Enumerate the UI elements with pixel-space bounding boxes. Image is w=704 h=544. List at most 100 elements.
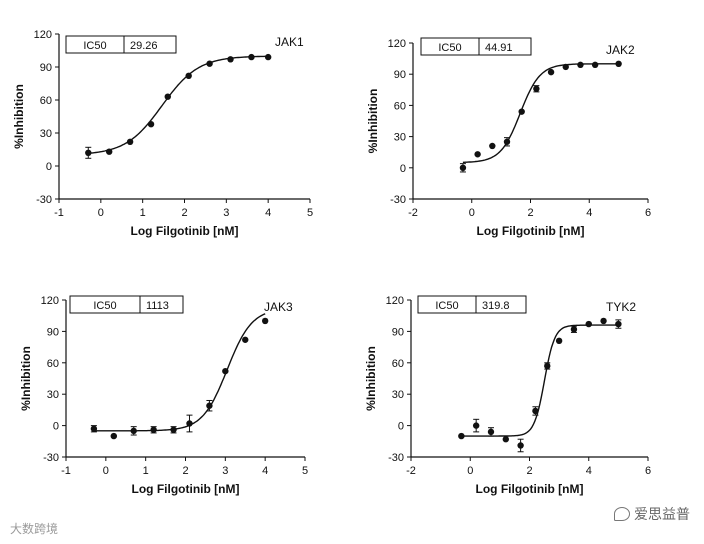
y-tick-label: 30	[40, 128, 52, 140]
y-tick-label: 0	[400, 163, 406, 175]
data-point	[186, 420, 193, 427]
panel-title: TYK2	[606, 300, 636, 314]
data-point	[206, 60, 213, 67]
fit-curve	[88, 55, 269, 154]
y-axis-title: %Inhibition	[364, 346, 378, 411]
panel-jak2: -30 0 30 60 90 120 -2 0 2 4 6 Log Filgotinib [nM] %I…	[366, 37, 651, 238]
x-tick-label: 3	[223, 207, 229, 219]
data-point	[577, 61, 584, 69]
watermark-left: 大数跨境	[10, 522, 59, 536]
y-tick-label: 0	[53, 421, 59, 433]
ic50-label: IC50	[435, 300, 458, 312]
x-tick-label: 2	[527, 207, 533, 219]
x-tick-label: 0	[467, 465, 473, 477]
x-tick-label: 4	[586, 465, 592, 477]
y-axis-title: %Inhibition	[366, 89, 380, 154]
data-point	[533, 85, 540, 92]
ic50-box	[420, 37, 532, 56]
y-tick-label: 120	[386, 295, 404, 307]
y-axis-title: %Inhibition	[19, 346, 33, 411]
data-point	[555, 337, 563, 345]
y-tick-label: 60	[47, 358, 59, 370]
y-tick-label: 90	[392, 326, 404, 338]
ic50-box	[417, 295, 527, 314]
x-tick-label: 5	[307, 207, 313, 219]
data-point	[489, 142, 496, 150]
data-point	[487, 428, 495, 436]
y-tick-label: 90	[394, 69, 406, 81]
y-tick-label: 0	[46, 161, 52, 173]
y-tick-label: 90	[47, 326, 59, 338]
ic50-label: IC50	[83, 40, 106, 52]
x-tick-label: 2	[181, 207, 187, 219]
data-point	[503, 138, 511, 145]
y-tick-label: 60	[392, 358, 404, 370]
data-point	[85, 149, 92, 156]
x-tick-label: 6	[645, 207, 651, 219]
x-tick-label: -2	[408, 207, 418, 219]
y-tick-label: -30	[43, 452, 59, 464]
x-tick-label: 1	[140, 207, 146, 219]
x-tick-label: 1	[143, 465, 149, 477]
panel-title: JAK3	[264, 300, 293, 314]
x-tick-label: 3	[222, 465, 228, 477]
data-point	[547, 68, 555, 76]
y-tick-label: 30	[392, 389, 404, 401]
data-point	[472, 422, 480, 429]
data-point	[170, 426, 177, 433]
y-tick-label: -30	[388, 452, 404, 464]
data-point	[150, 426, 157, 433]
x-axis-title: Log Filgotinib [nM]	[477, 224, 585, 238]
data-point	[185, 72, 192, 80]
y-tick-label: -30	[390, 194, 406, 206]
fit-curve	[461, 324, 619, 437]
data-point	[502, 436, 509, 443]
data-point	[264, 53, 272, 61]
y-tick-label: 120	[41, 295, 59, 307]
y-tick-label: 60	[40, 95, 52, 107]
data-point	[110, 432, 118, 440]
x-axis-title: Log Filgotinib [nM]	[476, 482, 584, 496]
x-tick-label: 6	[645, 465, 651, 477]
x-tick-label: 2	[182, 465, 188, 477]
y-axis-title: %Inhibition	[12, 84, 26, 149]
y-tick-label: 60	[394, 100, 406, 112]
data-point	[570, 326, 578, 333]
data-point	[164, 93, 171, 100]
data-point	[458, 432, 465, 440]
y-tick-label: 120	[34, 29, 52, 41]
x-tick-label: -1	[61, 465, 71, 477]
data-point	[242, 336, 249, 343]
data-point	[459, 164, 467, 171]
data-point	[106, 148, 113, 155]
data-point	[261, 317, 269, 325]
y-tick-label: 0	[398, 421, 404, 433]
ic50-label: IC50	[93, 300, 116, 312]
x-tick-label: 0	[103, 465, 109, 477]
x-tick-label: 2	[526, 465, 532, 477]
x-tick-label: 4	[265, 207, 271, 219]
data-point	[126, 138, 134, 145]
data-point	[206, 402, 213, 409]
ic50-value: 29.26	[130, 40, 158, 52]
panel-tyk2: -30 0 30 60 90 120 -2 0 2 4 6 Log Filgotinib [nM] %I…	[364, 295, 651, 496]
ic50-value: 44.91	[485, 42, 513, 54]
data-point	[532, 407, 539, 415]
x-tick-label: 5	[302, 465, 308, 477]
data-point	[517, 442, 524, 449]
data-point	[591, 61, 599, 69]
y-tick-label: 120	[388, 38, 406, 50]
y-tick-label: 30	[47, 389, 59, 401]
x-tick-label: 0	[469, 207, 475, 219]
watermark-right-text: 爱思益普	[634, 506, 690, 522]
data-point	[615, 320, 622, 328]
data-point	[518, 108, 525, 115]
fit-curve	[93, 313, 266, 432]
data-point	[615, 60, 622, 67]
x-tick-label: -2	[406, 465, 416, 477]
ic50-label: IC50	[438, 42, 461, 54]
fit-curve	[462, 63, 619, 163]
data-point	[585, 320, 592, 328]
x-tick-label: 4	[586, 207, 592, 219]
panel-title: JAK1	[275, 35, 304, 49]
